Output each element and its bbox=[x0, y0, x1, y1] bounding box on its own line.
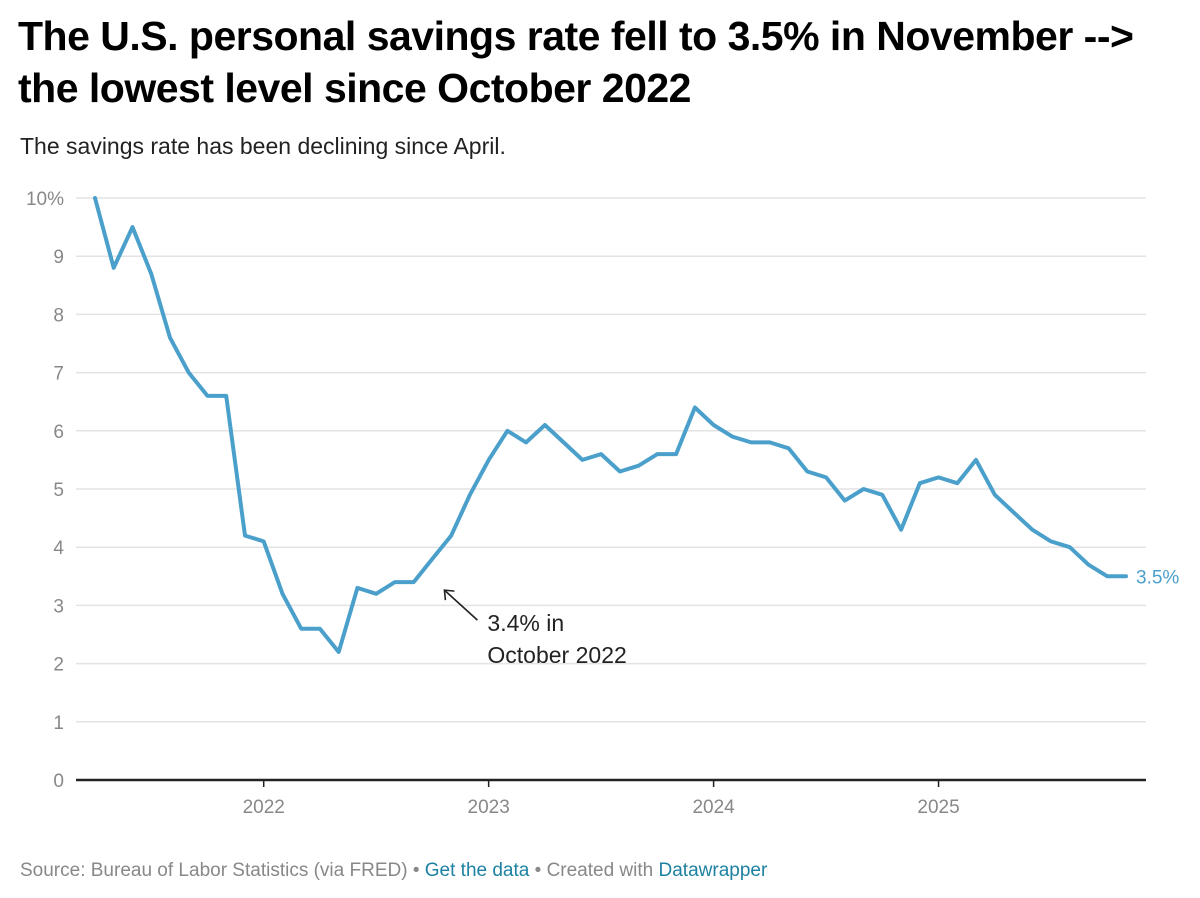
y-tick-label: 8 bbox=[53, 305, 64, 326]
end-value-label: 3.5% bbox=[1136, 567, 1179, 588]
chart-subtitle: The savings rate has been declining sinc… bbox=[20, 133, 506, 159]
savings-rate-line bbox=[93, 196, 1128, 654]
y-tick-label: 7 bbox=[53, 364, 64, 385]
footer-separator: • bbox=[534, 860, 542, 881]
annotation-label: October 2022 bbox=[487, 642, 626, 668]
annotation-arrowhead bbox=[443, 589, 455, 601]
chart-footer: Source: Bureau of Labor Statistics (via … bbox=[20, 860, 767, 882]
y-tick-label: 6 bbox=[53, 422, 64, 443]
y-tick-label: 0 bbox=[53, 771, 64, 792]
x-tick-label: 2024 bbox=[692, 797, 735, 818]
created-with-text: Created with bbox=[546, 860, 654, 881]
x-tick-label: 2023 bbox=[468, 797, 510, 818]
y-tick-label: 4 bbox=[53, 538, 64, 559]
y-tick-label: 1 bbox=[53, 713, 64, 734]
get-the-data-link[interactable]: Get the data bbox=[424, 860, 530, 881]
y-tick-label: 10% bbox=[26, 189, 64, 210]
y-tick-label: 3 bbox=[53, 596, 64, 617]
x-tick-label: 2022 bbox=[243, 797, 285, 818]
datawrapper-link[interactable]: Datawrapper bbox=[658, 860, 768, 881]
y-tick-label: 2 bbox=[53, 655, 64, 676]
annotation-label: 3.4% in bbox=[487, 610, 564, 636]
y-tick-label: 9 bbox=[53, 247, 64, 268]
annotation-arrow bbox=[443, 589, 478, 621]
chart-title: The U.S. personal savings rate fell to 3… bbox=[18, 13, 1134, 111]
source-text: Source: Bureau of Labor Statistics (via … bbox=[20, 860, 408, 881]
x-tick-label: 2025 bbox=[917, 797, 959, 818]
footer-separator: • bbox=[412, 860, 420, 881]
y-tick-label: 5 bbox=[53, 480, 64, 501]
